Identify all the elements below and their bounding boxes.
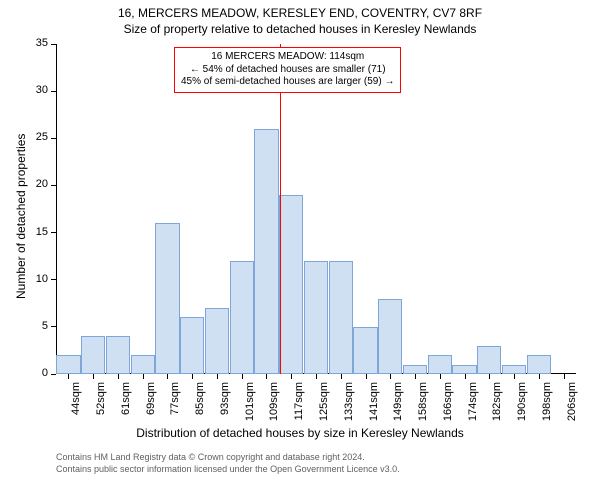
footer-line1: Contains HM Land Registry data © Crown c… <box>56 452 400 464</box>
annotation-line: ← 54% of detached houses are smaller (71… <box>181 64 394 77</box>
histogram-bar <box>378 299 402 374</box>
x-tick-label: 174sqm <box>467 382 479 432</box>
histogram-bar <box>353 327 377 374</box>
x-tick-label: 133sqm <box>343 382 355 432</box>
reference-line <box>280 44 281 374</box>
y-tick-label: 0 <box>22 367 48 379</box>
histogram-bar <box>254 129 278 374</box>
x-tick <box>167 374 168 379</box>
chart-title: 16, MERCERS MEADOW, KERESLEY END, COVENT… <box>0 0 600 20</box>
x-tick <box>489 374 490 379</box>
x-tick-label: 117sqm <box>293 382 305 432</box>
x-tick-label: 61sqm <box>120 382 132 432</box>
y-tick-label: 35 <box>22 37 48 49</box>
x-tick-label: 182sqm <box>491 382 503 432</box>
plot-area: 0510152025303544sqm52sqm61sqm69sqm77sqm8… <box>56 44 576 374</box>
histogram-bar <box>131 355 155 374</box>
x-tick <box>266 374 267 379</box>
histogram-bar <box>279 195 303 374</box>
x-tick <box>68 374 69 379</box>
x-tick-label: 101sqm <box>244 382 256 432</box>
histogram-bar <box>452 365 476 374</box>
x-tick-label: 69sqm <box>145 382 157 432</box>
histogram-bar <box>155 223 179 374</box>
histogram-bar <box>106 336 130 374</box>
x-tick <box>217 374 218 379</box>
histogram-bar <box>527 355 551 374</box>
x-tick <box>465 374 466 379</box>
histogram-bar <box>329 261 353 374</box>
x-tick <box>316 374 317 379</box>
x-tick-label: 149sqm <box>392 382 404 432</box>
y-tick <box>51 138 56 139</box>
x-tick <box>93 374 94 379</box>
x-tick-label: 166sqm <box>442 382 454 432</box>
x-tick <box>242 374 243 379</box>
x-tick <box>118 374 119 379</box>
histogram-bar <box>180 317 204 374</box>
x-tick-label: 125sqm <box>318 382 330 432</box>
y-tick <box>51 44 56 45</box>
x-tick-label: 158sqm <box>417 382 429 432</box>
chart-subtitle: Size of property relative to detached ho… <box>0 20 600 36</box>
x-tick <box>192 374 193 379</box>
x-tick-label: 190sqm <box>516 382 528 432</box>
x-tick <box>390 374 391 379</box>
x-tick-label: 198sqm <box>541 382 553 432</box>
y-tick <box>51 91 56 92</box>
x-tick-label: 85sqm <box>194 382 206 432</box>
y-tick <box>51 185 56 186</box>
footer-line2: Contains public sector information licen… <box>56 464 400 476</box>
x-tick-label: 141sqm <box>368 382 380 432</box>
histogram-bar <box>304 261 328 374</box>
x-axis-label: Distribution of detached houses by size … <box>0 426 600 440</box>
x-tick <box>341 374 342 379</box>
x-tick-label: 52sqm <box>95 382 107 432</box>
histogram-bar <box>81 336 105 374</box>
x-tick <box>291 374 292 379</box>
histogram-bar <box>428 355 452 374</box>
histogram-bar <box>56 355 80 374</box>
histogram-chart: 16, MERCERS MEADOW, KERESLEY END, COVENT… <box>0 0 600 500</box>
y-tick-label: 5 <box>22 320 48 332</box>
y-tick <box>51 232 56 233</box>
annotation-line: 45% of semi-detached houses are larger (… <box>181 76 394 89</box>
y-axis-label: Number of detached properties <box>14 134 28 299</box>
x-tick-label: 109sqm <box>268 382 280 432</box>
y-axis-line <box>56 44 57 374</box>
histogram-bar <box>502 365 526 374</box>
x-tick-label: 44sqm <box>70 382 82 432</box>
x-tick <box>440 374 441 379</box>
annotation-box: 16 MERCERS MEADOW: 114sqm← 54% of detach… <box>174 47 401 93</box>
annotation-line: 16 MERCERS MEADOW: 114sqm <box>181 51 394 64</box>
y-tick <box>51 326 56 327</box>
histogram-bar <box>205 308 229 374</box>
y-tick <box>51 279 56 280</box>
x-tick <box>415 374 416 379</box>
x-tick <box>366 374 367 379</box>
y-tick-label: 30 <box>22 84 48 96</box>
x-tick <box>539 374 540 379</box>
x-tick <box>564 374 565 379</box>
x-tick <box>143 374 144 379</box>
x-tick <box>514 374 515 379</box>
histogram-bar <box>477 346 501 374</box>
x-tick-label: 206sqm <box>566 382 578 432</box>
x-tick-label: 93sqm <box>219 382 231 432</box>
histogram-bar <box>403 365 427 374</box>
footer-attribution: Contains HM Land Registry data © Crown c… <box>56 452 400 475</box>
histogram-bar <box>230 261 254 374</box>
x-tick-label: 77sqm <box>169 382 181 432</box>
